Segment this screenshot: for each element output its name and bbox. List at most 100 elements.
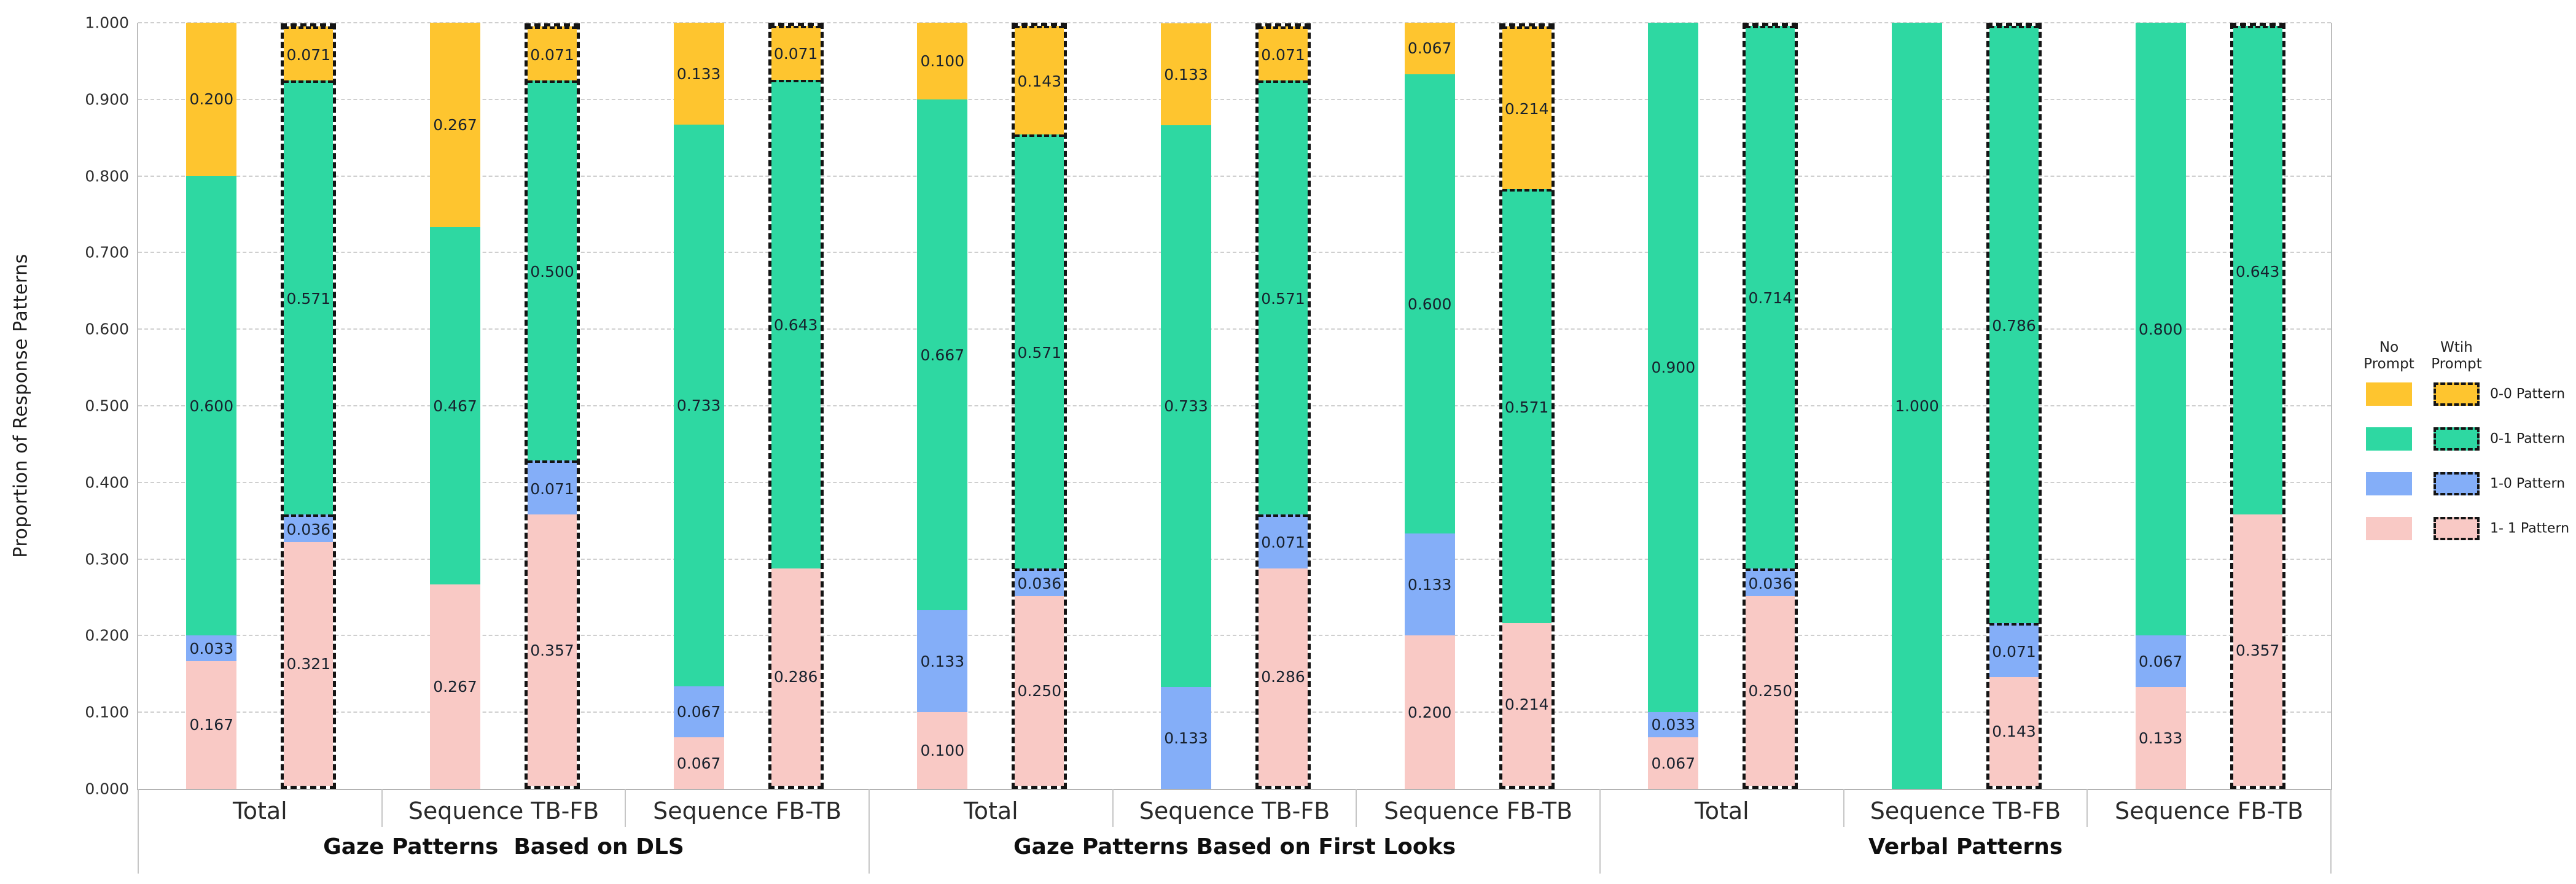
segment-0-1-pattern: 0.800 — [2135, 23, 2186, 636]
gridline — [138, 405, 2331, 406]
legend-swatch-0-0-with-prompt — [2434, 382, 2480, 406]
legend-swatch-0-1-with-prompt — [2434, 427, 2480, 451]
gridline — [138, 711, 2331, 713]
segment-1-1-pattern: 0.067 — [673, 737, 724, 789]
bar-gaze-patterns-based-on-first-looks-total-with_prompt: 0.250 0.036 0.571 0.143 — [1012, 23, 1067, 789]
segment-value-label: 0.036 — [1017, 574, 1062, 592]
bar-gaze-patterns-based-on-first-looks-sequence-tb-fb-with_prompt: 0.286 0.071 0.571 0.071 — [1255, 23, 1311, 789]
segment-0-1-pattern: 0.900 — [1648, 23, 1699, 713]
segment-value-label: 0.267 — [433, 115, 477, 134]
category-label-total: Total — [232, 797, 287, 824]
category-label-total: Total — [1694, 797, 1749, 824]
y-tick-label: 0.000 — [85, 780, 129, 798]
segment-1-0-pattern: 0.033 — [1648, 712, 1699, 738]
segment-1-1-pattern: 0.250 — [1746, 595, 1795, 786]
segment-value-label: 0.036 — [286, 520, 331, 538]
segment-value-label: 0.071 — [1261, 45, 1305, 64]
segment-0-1-pattern: 0.571 — [284, 80, 334, 515]
segment-value-label: 0.321 — [286, 654, 331, 673]
bar-verbal-patterns-sequence-fb-tb-with_prompt: 0.357 0.643 — [2230, 23, 2285, 789]
segment-value-label: 0.071 — [530, 45, 574, 64]
segment-value-label: 0.071 — [286, 45, 331, 64]
segment-0-1-pattern: 0.733 — [1161, 125, 1211, 688]
segment-1-0-pattern: 0.133 — [1161, 687, 1211, 789]
segment-0-1-pattern: 0.600 — [186, 176, 237, 636]
segment-0-1-pattern: 0.786 — [1989, 26, 2039, 624]
segment-0-0-pattern: 0.143 — [1015, 26, 1064, 135]
legend-swatch-1-1-with-prompt — [2434, 517, 2480, 540]
group-separator — [868, 789, 870, 874]
category-tick — [625, 789, 626, 827]
y-tick-label: 0.600 — [85, 320, 129, 338]
segment-value-label: 0.286 — [1261, 668, 1305, 686]
segment-0-0-pattern: 0.071 — [1259, 26, 1308, 81]
segment-1-0-pattern: 0.067 — [2135, 635, 2186, 688]
segment-value-label: 0.643 — [773, 316, 818, 335]
bar-verbal-patterns-sequence-fb-tb-no_prompt: 0.133 0.067 0.800 — [2135, 23, 2186, 789]
segment-value-label: 0.071 — [773, 45, 818, 63]
segment-value-label: 0.100 — [920, 52, 965, 70]
legend-label-0-0-pattern: 0-0 Pattern — [2490, 386, 2566, 402]
segment-1-1-pattern: 0.214 — [1502, 623, 1551, 786]
segment-0-0-pattern: 0.100 — [917, 23, 968, 99]
y-tick-label: 1.000 — [85, 14, 129, 32]
legend-swatch-1-0-no-prompt — [2366, 472, 2412, 495]
legend-swatch-1-0-with-prompt — [2434, 472, 2480, 495]
segment-value-label: 0.600 — [1407, 295, 1452, 313]
gridline — [138, 22, 2331, 23]
group-separator — [2330, 789, 2332, 874]
segment-value-label: 0.071 — [1261, 533, 1305, 552]
segment-value-label: 0.571 — [1261, 290, 1305, 308]
segment-0-1-pattern: 0.571 — [1259, 80, 1308, 515]
segment-1-1-pattern: 0.167 — [186, 661, 237, 789]
segment-value-label: 0.571 — [1504, 398, 1549, 417]
segment-value-label: 0.733 — [676, 396, 721, 414]
gridline — [138, 328, 2331, 330]
category-tick — [1843, 789, 1844, 827]
segment-value-label: 0.067 — [676, 703, 721, 721]
segment-0-1-pattern: 0.643 — [771, 79, 821, 568]
segment-value-label: 0.133 — [1407, 575, 1452, 594]
segment-value-label: 0.500 — [530, 263, 574, 281]
left-spine — [137, 23, 138, 789]
segment-value-label: 0.133 — [920, 652, 965, 670]
gridline — [138, 252, 2331, 254]
bar-gaze-patterns-based-on-dls-total-no_prompt: 0.167 0.033 0.600 0.200 — [186, 23, 237, 789]
segment-1-1-pattern: 0.133 — [2135, 687, 2186, 789]
segment-1-1-pattern: 0.286 — [1259, 568, 1308, 786]
bar-gaze-patterns-based-on-first-looks-total-no_prompt: 0.100 0.133 0.667 0.100 — [917, 23, 968, 789]
segment-0-1-pattern: 0.571 — [1015, 134, 1064, 568]
legend-swatch-0-0-no-prompt — [2366, 382, 2412, 406]
legend-label-0-1-pattern: 0-1 Pattern — [2490, 431, 2566, 447]
legend-column-header: Wtih Prompt — [2431, 339, 2482, 372]
segment-1-0-pattern: 0.036 — [1015, 568, 1064, 596]
segment-0-1-pattern: 0.667 — [917, 99, 968, 611]
category-tick — [1112, 789, 1114, 827]
segment-value-label: 0.033 — [189, 639, 234, 657]
gridline — [138, 481, 2331, 483]
category-label-total: Total — [963, 797, 1018, 824]
segment-value-label: 0.643 — [2235, 262, 2280, 281]
segment-1-1-pattern: 0.100 — [917, 712, 968, 789]
segment-0-0-pattern: 0.067 — [1404, 23, 1455, 74]
y-tick-label: 0.500 — [85, 397, 129, 415]
segment-value-label: 0.200 — [189, 90, 234, 109]
segment-0-0-pattern: 0.214 — [1502, 26, 1551, 190]
segment-value-label: 0.033 — [1651, 716, 1696, 734]
group-label-gaze-patterns-based-on-first-looks: Gaze Patterns Based on First Looks — [1013, 834, 1456, 859]
x-axis-line — [137, 789, 2332, 790]
legend-swatch-1-1-no-prompt — [2366, 517, 2412, 540]
legend-label-1-0-pattern: 1-0 Pattern — [2490, 476, 2566, 492]
segment-1-0-pattern: 0.036 — [1746, 568, 1795, 596]
segment-value-label: 0.733 — [1164, 397, 1208, 416]
segment-0-0-pattern: 0.200 — [186, 23, 237, 176]
segment-value-label: 0.133 — [1164, 65, 1208, 83]
group-label-verbal-patterns: Verbal Patterns — [1868, 834, 2063, 859]
legend-column-header: No Prompt — [2363, 339, 2414, 372]
category-label-sequence-fb-tb: Sequence FB-TB — [653, 797, 842, 824]
category-label-sequence-fb-tb: Sequence FB-TB — [1384, 797, 1573, 824]
segment-0-1-pattern: 0.643 — [2233, 26, 2282, 515]
y-tick-label: 0.400 — [85, 473, 129, 492]
segment-value-label: 0.900 — [1651, 359, 1696, 377]
segment-1-1-pattern: 0.357 — [2233, 514, 2282, 786]
